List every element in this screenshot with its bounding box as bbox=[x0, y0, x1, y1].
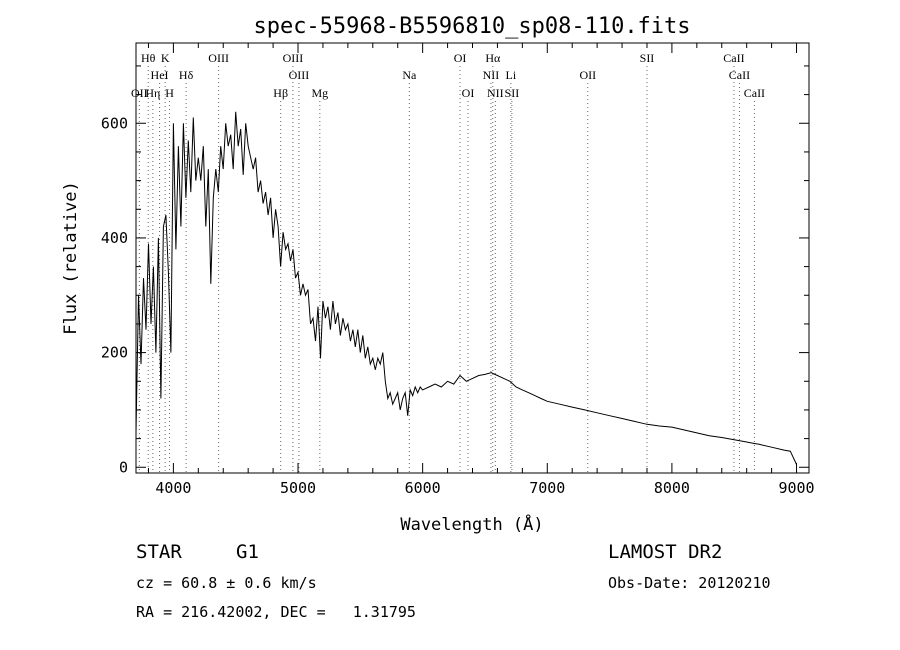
marker-label: Hα bbox=[485, 51, 501, 65]
observation-date: Obs-Date: 20120210 bbox=[608, 574, 771, 592]
marker-label: Hβ bbox=[273, 86, 288, 100]
x-tick-label: 8000 bbox=[654, 479, 690, 497]
x-tick-label: 5000 bbox=[280, 479, 316, 497]
spectrum-chart: spec-55968-B5596810_sp08-110.fits Hθ K HeI… bbox=[61, 14, 815, 535]
marker-label: CaII bbox=[729, 68, 750, 82]
marker-label: Hη bbox=[145, 86, 160, 100]
x-axis-label: Wavelength (Å) bbox=[400, 513, 543, 535]
object-class: STAR bbox=[136, 541, 182, 563]
survey-name: LAMOST DR2 bbox=[608, 541, 723, 563]
y-axis-label: Flux (relative) bbox=[61, 181, 81, 335]
plot-frame bbox=[135, 42, 810, 474]
y-tick-label: 600 bbox=[101, 114, 128, 132]
marker-label: OIII bbox=[208, 51, 229, 65]
spectrum-series-line bbox=[135, 111, 797, 465]
marker-label: OI bbox=[462, 86, 475, 100]
marker-label: SII bbox=[640, 51, 655, 65]
marker-label: CaII bbox=[744, 86, 765, 100]
x-axis: 4000 5000 6000 7000 8000 9000 bbox=[147, 43, 815, 497]
marker-label: OI bbox=[454, 51, 467, 65]
marker-label: OIII bbox=[289, 68, 310, 82]
marker-label: Li bbox=[506, 68, 517, 82]
y-tick-label: 400 bbox=[101, 229, 128, 247]
redshift-value: cz = 60.8 ± 0.6 km/s bbox=[136, 574, 317, 592]
marker-label: Hδ bbox=[179, 68, 194, 82]
marker-label: CaII bbox=[723, 51, 744, 65]
marker-label: OII bbox=[579, 68, 596, 82]
marker-label: Na bbox=[402, 68, 417, 82]
marker-label: SII bbox=[505, 86, 520, 100]
marker-label: NII bbox=[487, 86, 504, 100]
y-tick-label: 200 bbox=[101, 344, 128, 362]
x-tick-label: 6000 bbox=[405, 479, 441, 497]
marker-label: Hθ bbox=[141, 51, 156, 65]
marker-label: H bbox=[165, 86, 174, 100]
y-tick-label: 0 bbox=[119, 458, 128, 476]
coordinates: RA = 216.42002, DEC = 1.31795 bbox=[136, 603, 416, 621]
marker-label: Mg bbox=[311, 86, 328, 100]
chart-title: spec-55968-B5596810_sp08-110.fits bbox=[253, 14, 690, 39]
marker-label: OII bbox=[131, 86, 148, 100]
marker-label: HeI bbox=[151, 68, 169, 82]
x-tick-label: 9000 bbox=[778, 479, 814, 497]
y-axis: 0 200 400 600 bbox=[101, 65, 809, 476]
x-tick-label: 4000 bbox=[155, 479, 191, 497]
marker-label: NII bbox=[483, 68, 500, 82]
x-tick-label: 7000 bbox=[529, 479, 565, 497]
object-subclass: G1 bbox=[236, 541, 259, 563]
marker-label: OIII bbox=[283, 51, 304, 65]
marker-label: K bbox=[161, 51, 170, 65]
